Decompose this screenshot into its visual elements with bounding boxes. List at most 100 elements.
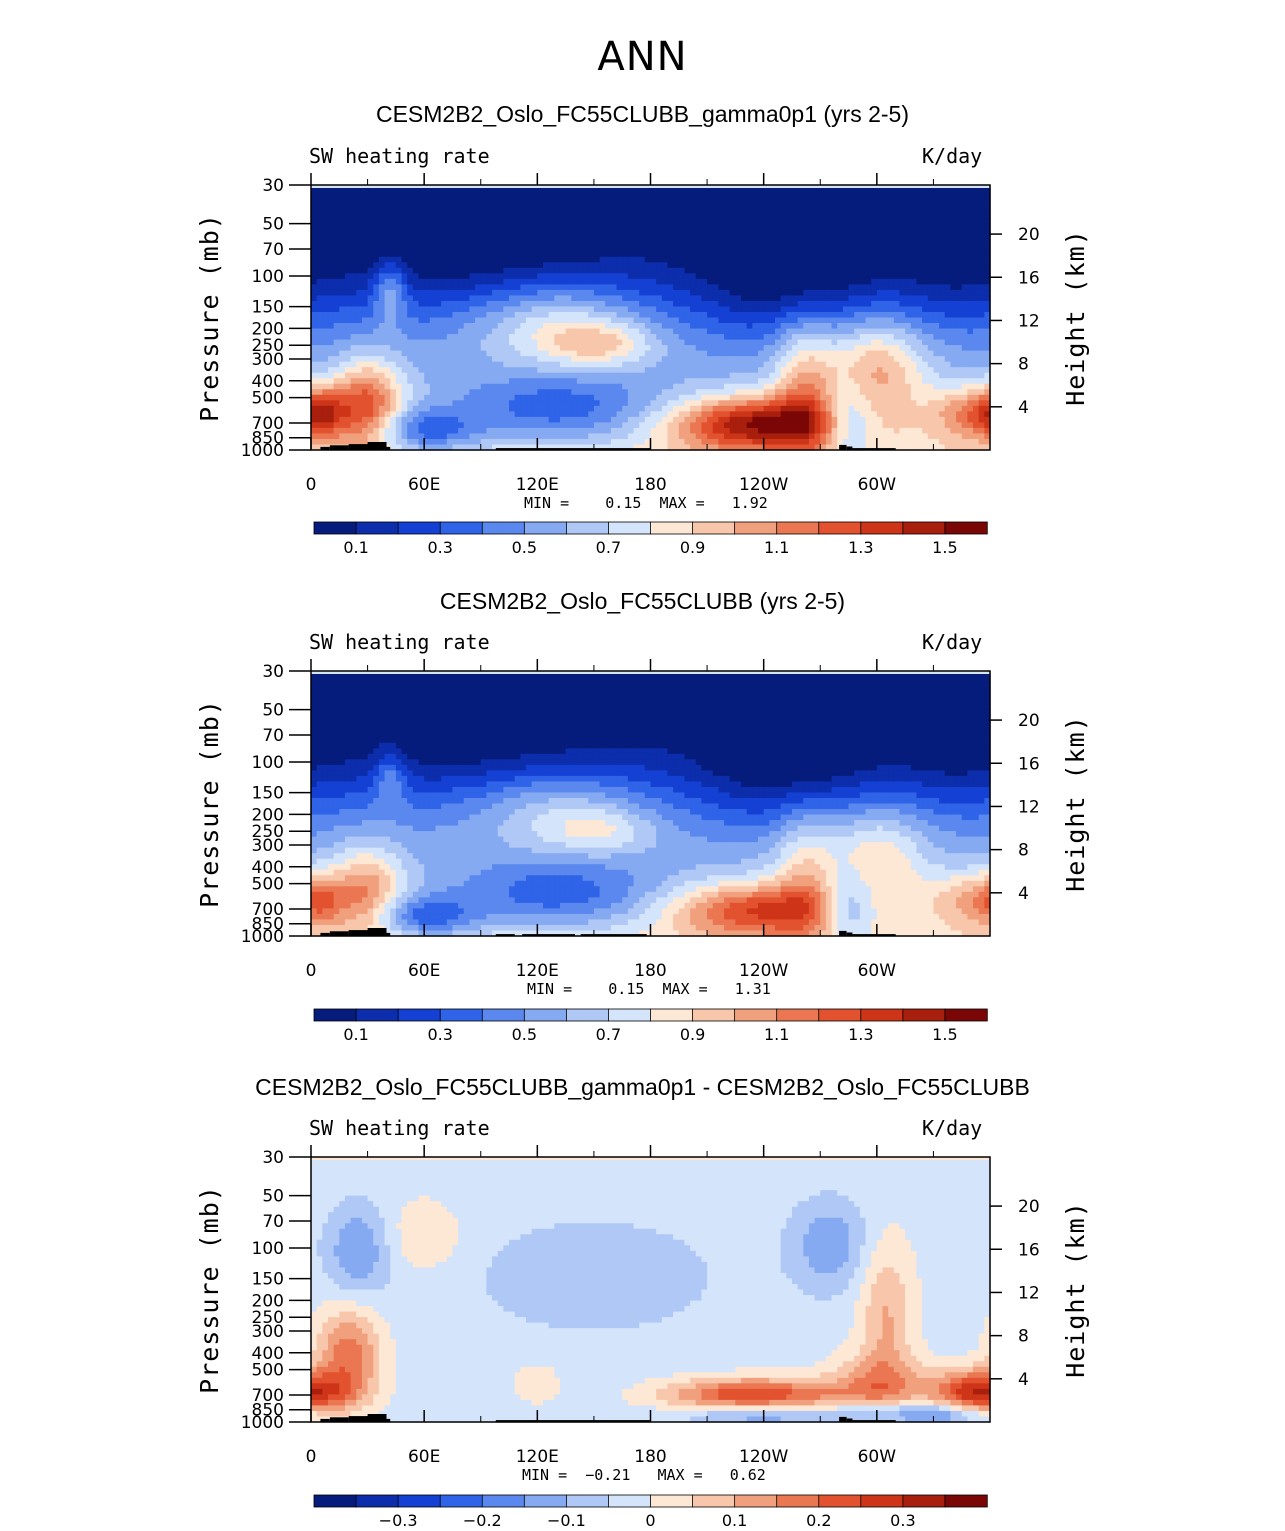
colorbar-swatch (650, 1008, 694, 1022)
colorbar-swatch (397, 1494, 441, 1508)
panel-3-ytick-label: 50 (262, 1187, 284, 1207)
panel-3-min-label: MIN = (522, 1466, 568, 1484)
panel-3-y2tick-label: 20 (1018, 1197, 1040, 1217)
colorbar-label: 0.9 (680, 1025, 705, 1044)
panel-3-topography (386, 1418, 391, 1422)
panel-3-topography (846, 1418, 853, 1422)
panel-2-topography (839, 930, 847, 936)
panel-1-topography (367, 442, 387, 450)
colorbar-swatch (355, 1008, 399, 1022)
colorbar-label: 1.1 (764, 538, 789, 557)
colorbar-swatch (944, 521, 988, 535)
panel-3-xtick-label: 120E (516, 1447, 559, 1467)
colorbar-label: 1.5 (932, 1025, 957, 1044)
panel-2-xtick-label: 180 (634, 961, 666, 981)
panel-1-topography (495, 448, 651, 450)
panel-3-title: CESM2B2_Oslo_FC55CLUBB_gamma0p1 - CESM2B… (255, 1074, 1030, 1100)
panel-3-units-label: K/day (922, 1116, 983, 1140)
panel-3-variable-label: SW heating rate (309, 1116, 490, 1140)
panel-1-topography (320, 446, 330, 450)
colorbar-swatch (565, 1008, 610, 1022)
panel-3-xtick-label: 0 (306, 1447, 317, 1467)
panel-1-y2label: Height (km) (1061, 229, 1090, 406)
colorbar-swatch (608, 521, 652, 535)
panel-3-xtick-label: 180 (634, 1447, 666, 1467)
panel-2-contour-field (311, 671, 991, 937)
panel-1-y2tick-label: 8 (1018, 355, 1029, 375)
panel-1-colorbar: 0.1 0.3 0.5 0.7 0.9 1.1 1.3 1.5 (313, 521, 988, 557)
colorbar-swatch (565, 1494, 610, 1508)
panel-3-topography (320, 1418, 330, 1422)
panel-1-y2tick-label: 20 (1018, 225, 1040, 245)
panel-2-ytick-label: 300 (252, 836, 284, 856)
panel-1-topography (839, 444, 847, 450)
colorbar-label: 0.2 (806, 1511, 831, 1530)
panel-2-ytick-label: 400 (252, 858, 284, 878)
colorbar-swatch (776, 1008, 820, 1022)
panel-1-units-label: K/day (922, 144, 983, 168)
panel-2-ytick-label: 250 (252, 822, 284, 842)
panel-1-ytick-label: 30 (262, 176, 284, 196)
panel-3-max-label: MAX = (657, 1466, 703, 1484)
panel-1-xtick-label: 120W (739, 475, 788, 495)
panel-2-topography (348, 930, 368, 936)
panel-1-topography (329, 445, 349, 450)
colorbar-label: 0.3 (427, 538, 452, 557)
panel-2-topography (846, 932, 853, 936)
panel-1-xtick-label: 60E (408, 475, 440, 495)
panel-1-max-label: MAX = (659, 494, 705, 512)
panel-2-topography (495, 934, 515, 936)
panel-1-title: CESM2B2_Oslo_FC55CLUBB_gamma0p1 (yrs 2-5… (375, 101, 910, 127)
panel-1-plot: 0 60E 120E 180 120W 60W3050701001502002503004… (195, 173, 1090, 557)
panel-1-ylabel: Pressure (mb) (195, 213, 224, 422)
colorbar-label: 1.1 (764, 1025, 789, 1044)
page-title: ANN (597, 34, 688, 80)
colorbar-label: 0.1 (343, 538, 368, 557)
panel-3-y2tick-label: 16 (1018, 1240, 1040, 1260)
panel-1-ytick-label: 70 (262, 240, 284, 260)
colorbar-swatch (608, 1494, 652, 1508)
panel-2-min-label: MIN = (527, 980, 573, 998)
panel-1-topography (348, 444, 368, 450)
panel-2-topography (367, 928, 387, 936)
panel-1-max-value: 1.92 (731, 494, 768, 512)
panel-2-minmax: MIN = 0.15 MAX = 1.31 (527, 980, 771, 998)
colorbar-label: 0.7 (596, 538, 621, 557)
panel-3-ytick-label: 500 (252, 1361, 284, 1381)
colorbar-swatch (692, 521, 736, 535)
colorbar-swatch (902, 521, 946, 535)
panel-3-ytick-label: 850 (252, 1401, 284, 1421)
panel-1-ytick-label: 400 (252, 372, 284, 392)
panel-1-y2tick-label: 16 (1018, 268, 1040, 288)
colorbar-swatch (818, 521, 862, 535)
colorbar-swatch (355, 521, 399, 535)
colorbar-swatch (734, 1008, 778, 1022)
panel-2-y2label: Height (km) (1061, 715, 1090, 892)
colorbar-swatch (860, 1008, 904, 1022)
panel-1-min-label: MIN = (524, 494, 570, 512)
panel-3-ytick-label: 150 (252, 1270, 284, 1290)
colorbar-label: 0 (645, 1511, 655, 1530)
panel-1-xtick-label: 180 (634, 475, 666, 495)
colorbar-swatch (608, 1008, 652, 1022)
panel-2-y2tick-label: 12 (1018, 797, 1040, 817)
colorbar-swatch (481, 1008, 526, 1022)
colorbar-swatch (650, 521, 694, 535)
colorbar-swatch (902, 1494, 946, 1508)
colorbar-swatch (439, 1008, 483, 1022)
colorbar-swatch (481, 1494, 526, 1508)
colorbar-label: 1.5 (932, 538, 957, 557)
colorbar-swatch (313, 521, 357, 535)
colorbar-label: 0.7 (596, 1025, 621, 1044)
colorbar-label: 0.3 (427, 1025, 452, 1044)
colorbar-swatch (902, 1008, 946, 1022)
colorbar-swatch (944, 1008, 988, 1022)
panel-3-ytick-label: 250 (252, 1308, 284, 1328)
panel-2-xtick-label: 60E (408, 961, 440, 981)
colorbar-label: 1.3 (848, 538, 873, 557)
panel-3-y2tick-label: 8 (1018, 1327, 1029, 1347)
colorbar-swatch (692, 1008, 736, 1022)
panel-1-ytick-label: 850 (252, 429, 284, 449)
colorbar-swatch (313, 1008, 357, 1022)
panel-3-y2tick-label: 12 (1018, 1283, 1040, 1303)
